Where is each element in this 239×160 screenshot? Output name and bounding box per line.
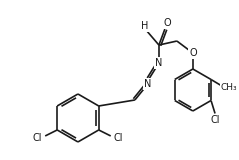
Text: O: O (163, 18, 171, 28)
Text: Cl: Cl (33, 133, 42, 143)
Text: N: N (155, 58, 163, 68)
Text: Cl: Cl (114, 133, 124, 143)
Text: CH₃: CH₃ (221, 83, 237, 92)
Text: O: O (189, 48, 197, 58)
Text: N: N (144, 79, 152, 89)
Text: Cl: Cl (210, 116, 220, 125)
Text: H: H (141, 21, 149, 31)
